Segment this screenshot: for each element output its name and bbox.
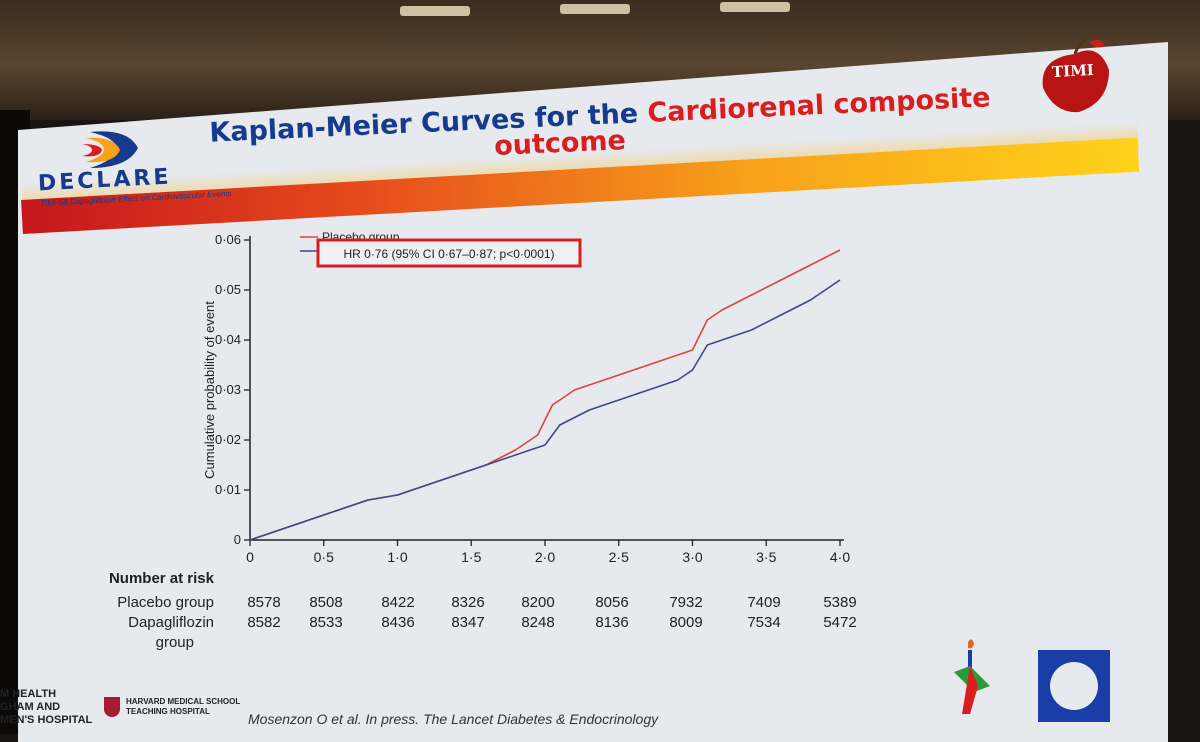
risk-row-label-dapagliflozin: Dapagliflozin — [128, 614, 214, 631]
y-tick-label: 0·02 — [215, 432, 241, 447]
risk-row-label-placebo: Placebo group — [117, 594, 214, 611]
citation: Mosenzon O et al. In press. The Lancet D… — [248, 711, 659, 727]
risk-value: 8248 — [521, 614, 555, 631]
risk-table-header: Number at risk — [108, 570, 214, 587]
risk-value: 8508 — [309, 594, 343, 611]
risk-value: 5472 — [823, 614, 857, 631]
risk-value: 8009 — [669, 614, 703, 631]
risk-row-label-dapagliflozin-2: group — [155, 634, 194, 651]
risk-value: 8347 — [451, 614, 485, 631]
harvard-line1: HARVARD MEDICAL SCHOOL — [126, 697, 241, 706]
x-tick-label: 0 — [246, 549, 254, 565]
hr-annotation-box — [316, 238, 582, 268]
x-tick-label: 4·0 — [830, 549, 850, 565]
hospital-line2: GHAM AND — [0, 701, 61, 713]
risk-value: 7409 — [747, 594, 781, 611]
timi-apple-logo-icon — [1042, 38, 1109, 113]
risk-value: 8056 — [595, 594, 629, 611]
risk-value: 8326 — [451, 594, 485, 611]
y-tick-label: 0·06 — [215, 232, 241, 247]
medical-center-logo-emblem-icon — [1050, 662, 1098, 710]
risk-value: 8200 — [521, 594, 555, 611]
harvard-logo: HARVARD MEDICAL SCHOOL TEACHING HOSPITAL — [126, 697, 240, 717]
risk-value: 7932 — [669, 594, 703, 611]
ceiling-light — [720, 2, 790, 12]
risk-value: 8578 — [247, 594, 281, 611]
y-axis-label: Cumulative probability of event — [202, 301, 217, 479]
y-tick-label: 0·03 — [215, 382, 241, 397]
risk-value: 8582 — [247, 614, 281, 631]
risk-value: 5389 — [823, 594, 857, 611]
risk-value: 7534 — [747, 614, 781, 631]
ceiling-light — [560, 4, 630, 14]
harvard-shield-icon — [104, 697, 120, 717]
x-tick-label: 3·5 — [756, 549, 776, 565]
x-tick-label: 2·0 — [535, 549, 555, 565]
y-tick-label: 0 — [234, 532, 241, 547]
risk-value: 8436 — [381, 614, 415, 631]
y-tick-label: 0·04 — [215, 332, 241, 347]
hadassah-figure-icon — [954, 639, 990, 714]
x-tick-label: 1·5 — [461, 549, 481, 565]
hr-annotation-text: HR 0·76 (95% CI 0·67–0·87; p<0·0001) — [343, 247, 554, 261]
harvard-line2: TEACHING HOSPITAL — [126, 707, 210, 716]
y-tick-label: 0·05 — [215, 282, 241, 297]
x-tick-label: 1·0 — [387, 549, 407, 565]
x-tick-label: 2·5 — [609, 549, 629, 565]
series-line-placebo — [249, 249, 841, 541]
risk-value: 8422 — [381, 594, 415, 611]
brigham-hospital-logo: M HEALTH GHAM AND MEN'S HOSPITAL — [0, 688, 92, 727]
risk-value: 8136 — [595, 614, 629, 631]
series-line-dapagliflozin — [249, 279, 841, 541]
x-tick-label: 3·0 — [682, 549, 702, 565]
ceiling-light — [400, 6, 470, 16]
x-tick-label: 0·5 — [314, 549, 334, 565]
y-tick-label: 0·01 — [215, 482, 241, 497]
declare-logo-icon — [82, 131, 138, 168]
hospital-line1: M HEALTH — [0, 688, 57, 700]
risk-value: 8533 — [309, 614, 343, 631]
hospital-line3: MEN'S HOSPITAL — [0, 714, 93, 726]
